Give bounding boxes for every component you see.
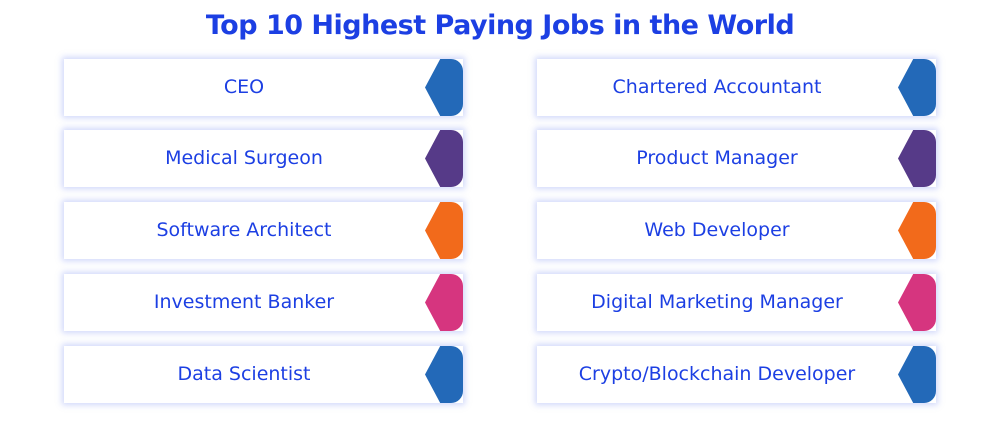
- arrow-tab-icon: [425, 274, 463, 331]
- arrow-tab-icon: [425, 202, 463, 259]
- job-card: CEO: [64, 59, 463, 116]
- job-label: Investment Banker: [153, 291, 335, 313]
- job-label: Data Scientist: [177, 363, 311, 385]
- job-label: Software Architect: [156, 219, 332, 241]
- job-label: Product Manager: [636, 147, 798, 169]
- arrow-tab-icon: [898, 346, 936, 403]
- job-card: Investment Banker: [64, 274, 463, 331]
- job-label: CEO: [223, 76, 265, 98]
- arrow-tab-icon: [898, 202, 936, 259]
- job-card: Crypto/Blockchain Developer: [537, 346, 936, 403]
- arrow-tab-icon: [425, 130, 463, 187]
- job-label: Medical Surgeon: [165, 147, 323, 169]
- arrow-tab-icon: [898, 59, 936, 116]
- arrow-tab-icon: [898, 274, 936, 331]
- job-card: Chartered Accountant: [537, 59, 936, 116]
- job-label: Web Developer: [644, 219, 790, 241]
- job-label: Chartered Accountant: [612, 76, 822, 98]
- job-card: Data Scientist: [64, 346, 463, 403]
- page-title: Top 10 Highest Paying Jobs in the World: [205, 10, 795, 41]
- job-card: Medical Surgeon: [64, 130, 463, 187]
- arrow-tab-icon: [425, 59, 463, 116]
- job-card: Software Architect: [64, 202, 463, 259]
- arrow-tab-icon: [425, 346, 463, 403]
- job-card: Digital Marketing Manager: [537, 274, 936, 331]
- job-card: Web Developer: [537, 202, 936, 259]
- job-label: Digital Marketing Manager: [591, 291, 843, 313]
- job-label: Crypto/Blockchain Developer: [578, 363, 856, 385]
- job-card: Product Manager: [537, 130, 936, 187]
- arrow-tab-icon: [898, 130, 936, 187]
